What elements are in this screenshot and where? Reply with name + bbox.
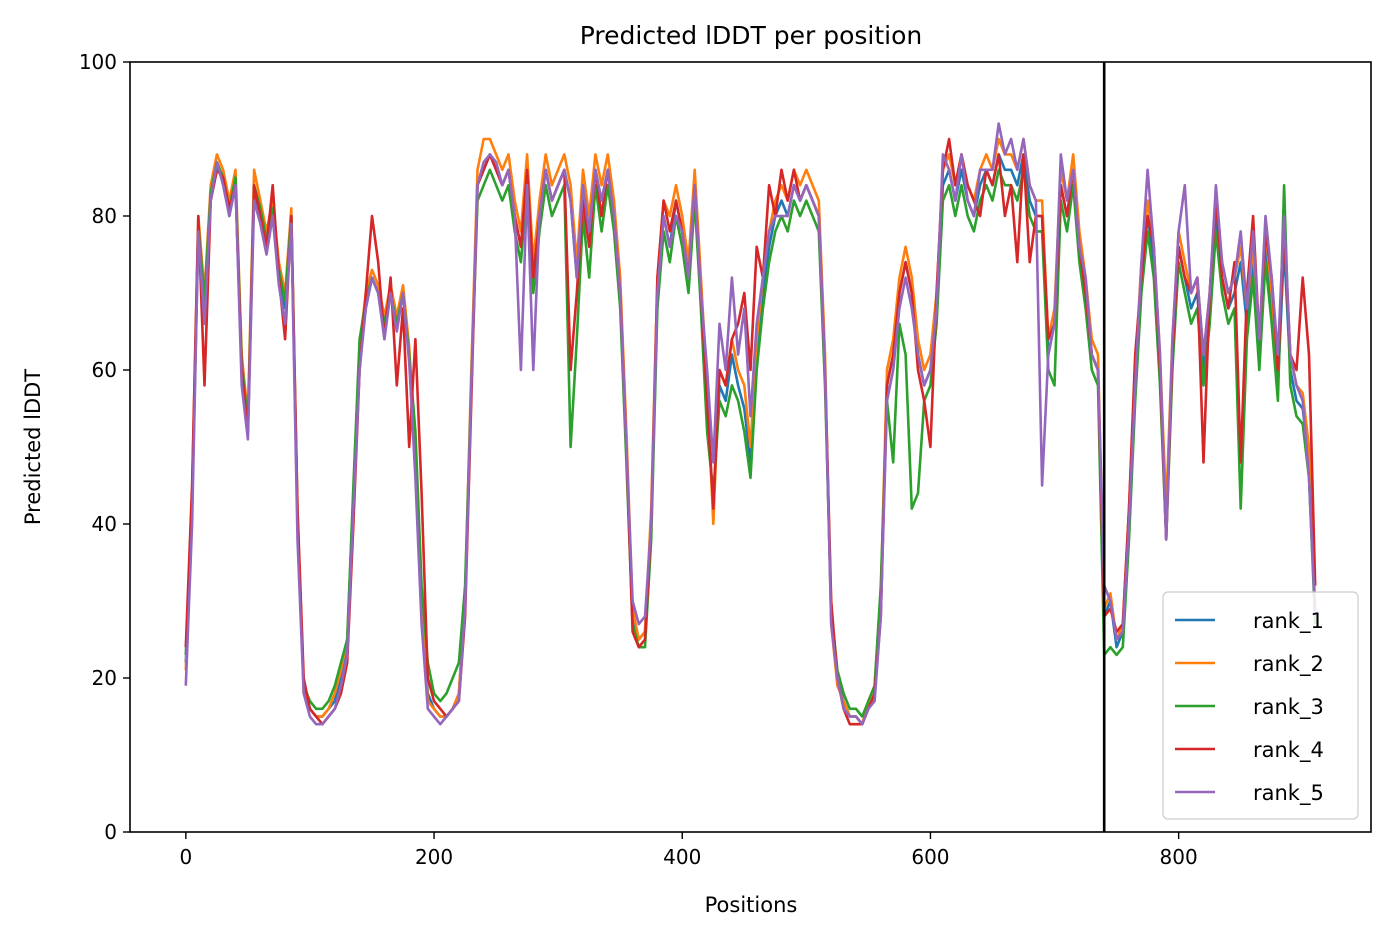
y-tick-label: 0 bbox=[104, 820, 117, 844]
y-tick-label: 20 bbox=[92, 666, 117, 690]
x-tick-label: 600 bbox=[911, 845, 949, 869]
legend-label-rank-3: rank_3 bbox=[1253, 695, 1324, 720]
legend-label-rank-1: rank_1 bbox=[1253, 609, 1324, 634]
x-tick-label: 0 bbox=[179, 845, 192, 869]
y-tick-label: 60 bbox=[92, 358, 117, 382]
legend-label-rank-5: rank_5 bbox=[1253, 781, 1324, 806]
x-axis-label: Positions bbox=[705, 893, 798, 917]
series-line-rank-5 bbox=[184, 122, 1317, 726]
legend: rank_1 rank_2 rank_3 rank_4 rank_5 bbox=[1162, 591, 1359, 820]
x-axis: 0 200 400 600 800 bbox=[179, 832, 1198, 869]
y-axis-label: Predicted lDDT bbox=[21, 369, 45, 525]
y-tick-label: 40 bbox=[92, 512, 117, 536]
x-tick-label: 200 bbox=[415, 845, 453, 869]
x-tick-label: 400 bbox=[663, 845, 701, 869]
y-tick-label: 80 bbox=[92, 204, 117, 228]
plot-area bbox=[184, 62, 1317, 832]
chart-title: Predicted lDDT per position bbox=[580, 21, 922, 50]
y-axis: 0 20 40 60 80 100 bbox=[79, 50, 130, 844]
legend-label-rank-2: rank_2 bbox=[1253, 652, 1324, 677]
legend-label-rank-4: rank_4 bbox=[1253, 738, 1324, 763]
axes-frame bbox=[129, 61, 1372, 833]
y-tick-label: 100 bbox=[79, 50, 117, 74]
legend-box bbox=[1162, 591, 1359, 820]
x-tick-label: 800 bbox=[1160, 845, 1198, 869]
